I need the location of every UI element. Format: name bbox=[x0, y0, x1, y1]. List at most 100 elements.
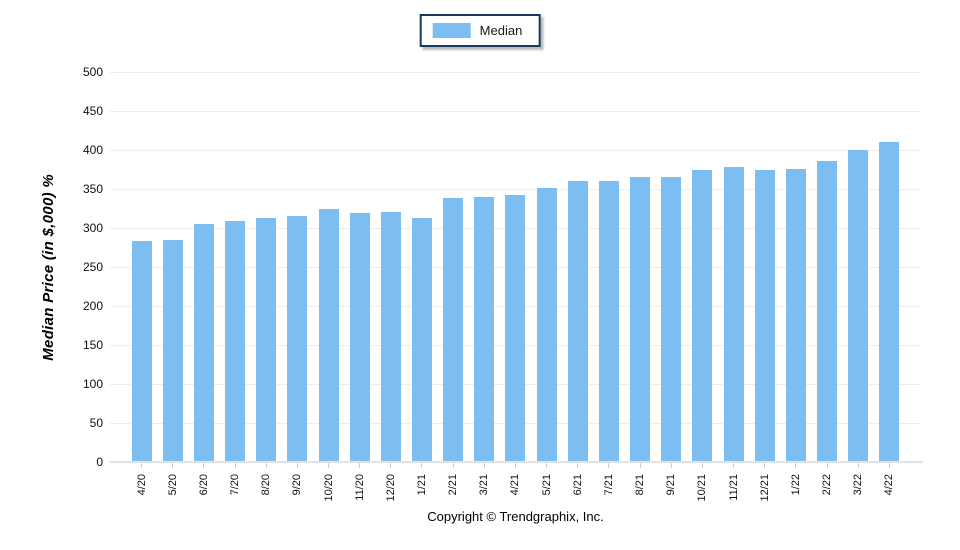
x-axis-cell: 11/21 bbox=[718, 463, 749, 502]
bar bbox=[754, 169, 775, 462]
x-tick-label: 2/21 bbox=[447, 474, 460, 496]
bar-slot bbox=[687, 169, 718, 462]
x-tick-mark bbox=[577, 463, 579, 468]
bar bbox=[131, 241, 152, 462]
x-tick-mark bbox=[203, 463, 205, 468]
bar-slot bbox=[406, 217, 437, 462]
x-axis-cell: 1/21 bbox=[406, 463, 437, 502]
bar-slot bbox=[282, 216, 313, 462]
bar bbox=[380, 212, 401, 462]
bar bbox=[536, 188, 557, 462]
x-axis-cell: 2/21 bbox=[438, 463, 469, 502]
x-axis-cell: 9/21 bbox=[656, 463, 687, 502]
x-tick-label: 8/20 bbox=[260, 474, 273, 496]
x-tick-mark bbox=[359, 463, 361, 468]
x-axis-cell: 7/21 bbox=[593, 463, 624, 502]
x-tick-mark bbox=[857, 463, 859, 468]
x-tick-label: 9/20 bbox=[291, 474, 304, 496]
y-tick-label: 400 bbox=[82, 143, 103, 157]
bar-slot bbox=[843, 150, 874, 462]
x-tick-label: 10/20 bbox=[322, 474, 335, 502]
x-tick-mark bbox=[421, 463, 423, 468]
bar-slot bbox=[219, 220, 250, 462]
x-tick-label: 11/21 bbox=[727, 474, 740, 501]
bar bbox=[411, 217, 432, 462]
x-axis-cell: 6/21 bbox=[562, 463, 593, 502]
bar bbox=[443, 198, 464, 462]
bar bbox=[692, 169, 713, 462]
x-tick-label: 1/22 bbox=[789, 474, 802, 496]
x-axis-cell: 6/20 bbox=[188, 463, 219, 502]
x-tick-mark bbox=[639, 463, 641, 468]
gridline bbox=[110, 111, 921, 112]
x-axis-cell: 8/21 bbox=[625, 463, 656, 502]
bar-slot bbox=[780, 168, 811, 462]
x-tick-mark bbox=[888, 463, 890, 468]
bar-slot bbox=[718, 167, 749, 462]
legend-label: Median bbox=[479, 23, 523, 38]
bar-slot bbox=[749, 169, 780, 462]
x-tick-label: 4/21 bbox=[509, 474, 522, 496]
bar-slot bbox=[344, 213, 375, 462]
bar-slot bbox=[625, 177, 656, 462]
x-axis-cell: 4/20 bbox=[126, 463, 157, 502]
bar bbox=[225, 220, 246, 462]
x-tick-mark bbox=[514, 463, 516, 468]
x-axis-cell: 12/20 bbox=[375, 463, 406, 502]
bar bbox=[318, 209, 339, 462]
bar-slot bbox=[500, 195, 531, 462]
bar bbox=[474, 196, 495, 462]
gridline bbox=[110, 150, 921, 151]
y-tick-label: 200 bbox=[82, 299, 103, 313]
bar-slot bbox=[593, 181, 624, 462]
x-tick-mark bbox=[172, 463, 174, 468]
x-tick-mark bbox=[483, 463, 485, 468]
x-tick-mark bbox=[452, 463, 454, 468]
x-tick-label: 3/22 bbox=[852, 474, 865, 496]
bar bbox=[162, 239, 183, 462]
bar bbox=[193, 224, 214, 462]
bar-slot bbox=[811, 160, 842, 462]
bar bbox=[567, 181, 588, 462]
x-axis-cell: 3/21 bbox=[469, 463, 500, 502]
y-tick-label: 0 bbox=[96, 455, 103, 469]
bar bbox=[661, 176, 682, 462]
x-tick-mark bbox=[733, 463, 735, 468]
bar-slot bbox=[126, 241, 157, 462]
bar bbox=[879, 142, 900, 462]
x-axis-cell: 4/21 bbox=[500, 463, 531, 502]
bar-slot bbox=[375, 212, 406, 462]
x-tick-label: 7/20 bbox=[229, 474, 242, 496]
y-tick-label: 100 bbox=[82, 377, 103, 391]
y-tick-label: 50 bbox=[89, 416, 103, 430]
bar-slot bbox=[251, 217, 282, 462]
x-axis-cell: 10/20 bbox=[313, 463, 344, 502]
x-axis-line bbox=[110, 461, 923, 463]
bar bbox=[287, 216, 308, 462]
bar-slot bbox=[157, 239, 188, 462]
bar bbox=[598, 181, 619, 462]
y-tick-label: 350 bbox=[82, 182, 103, 196]
x-tick-label: 9/21 bbox=[665, 474, 678, 496]
x-tick-mark bbox=[764, 463, 766, 468]
bar-slot bbox=[656, 176, 687, 462]
x-axis-cell: 7/20 bbox=[219, 463, 250, 502]
x-tick-label: 5/20 bbox=[166, 474, 179, 496]
x-tick-mark bbox=[328, 463, 330, 468]
bar bbox=[817, 160, 838, 462]
x-tick-mark bbox=[234, 463, 236, 468]
x-axis-cell: 9/20 bbox=[282, 463, 313, 502]
x-axis-cell: 1/22 bbox=[780, 463, 811, 502]
x-tick-label: 4/22 bbox=[883, 474, 896, 496]
bar bbox=[723, 167, 744, 462]
x-axis-cell: 8/20 bbox=[251, 463, 282, 502]
x-tick-label: 2/22 bbox=[821, 474, 834, 496]
x-tick-label: 3/21 bbox=[478, 474, 491, 496]
bar-slot bbox=[562, 181, 593, 462]
x-tick-mark bbox=[670, 463, 672, 468]
x-tick-mark bbox=[826, 463, 828, 468]
legend: Median bbox=[419, 14, 541, 47]
bar-slot bbox=[531, 188, 562, 462]
bar bbox=[256, 217, 277, 462]
